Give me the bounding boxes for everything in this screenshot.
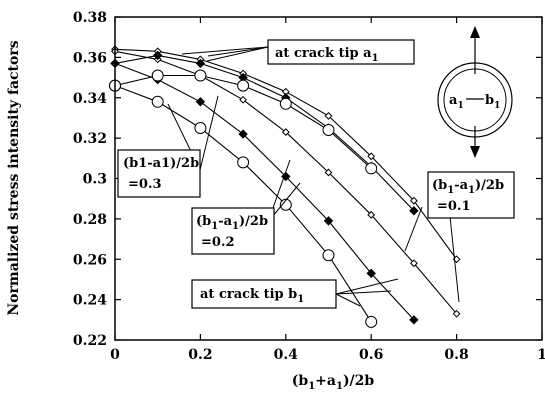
series-line-0-2-tip-a [114,54,415,212]
svg-text:(b1-a1)/2b: (b1-a1)/2b [432,178,504,196]
svg-text:at crack tip b1: at crack tip b1 [200,287,304,305]
svg-text:(b1-a1)/2b: (b1-a1)/2b [123,156,199,171]
y-axis-label: Normalized stress intensity factors [6,40,22,315]
data-point [322,249,335,262]
annotation-tip-a: at crack tip a1 [267,39,415,65]
data-point [279,97,292,110]
annotation-tip-b: at crack tip b1 [191,279,337,309]
y-tick-label: 0.24 [73,293,107,309]
data-point [409,259,418,268]
data-point [409,206,419,216]
y-tick-label: 0.22 [73,333,107,349]
ticks-layer: 0 0.2 0.4 0.6 0.8 1 0.22 0.24 0.26 0.28 0.3 0.32 0.3… [73,10,545,363]
y-tick-label: 0.36 [73,50,107,66]
data-point [366,268,376,279]
y-tick-label: 0.32 [73,131,107,147]
data-point [239,95,248,104]
ring-inner [443,68,507,132]
inset-label-a: a1 [449,93,464,111]
x-tick-label: 0.2 [188,347,212,363]
data-point [195,58,206,69]
y-tick-label: 0.28 [73,212,107,228]
annotation-leaders [167,46,460,307]
data-point [409,315,419,325]
data-point [279,198,292,211]
data-point [324,112,333,120]
data-point [452,309,461,318]
data-point [322,124,335,137]
series-line-0-2-tip-b [114,62,415,321]
data-point [238,129,248,139]
data-point [152,50,163,61]
annotation-ratio-0-3: (b1-a1)/2b =0.3 [117,149,201,198]
data-point [237,79,250,92]
y-tick-label: 0.26 [73,252,107,268]
x-axis-label: (b1+a1)/2b [292,373,375,392]
x-tick-label: 0.8 [444,347,468,363]
arrow-head-down [470,146,480,158]
y-tick-label: 0.38 [73,10,107,26]
data-point [195,97,206,107]
data-point [367,152,376,161]
x-tick-label: 0.4 [274,347,299,363]
x-tick-label: 1 [537,347,545,363]
data-point [323,216,334,226]
svg-text:=0.3: =0.3 [128,177,162,192]
data-point [237,156,250,169]
ring-outer [437,62,513,138]
annotation-ratio-0-2: (b1-a1)/2b =0.2 [191,207,275,255]
data-point [365,315,378,328]
data-point [281,128,290,136]
svg-text:=0.2: =0.2 [201,235,235,250]
data-point [151,95,164,108]
annotation-ratio-0-1: (b1-a1)/2b =0.1 [427,171,515,219]
svg-text:at crack tip a1: at crack tip a1 [275,46,379,64]
data-point [151,69,164,82]
x-tick-label: 0 [110,347,120,363]
arrow-head-up [470,26,480,38]
data-point [365,162,378,175]
data-point [367,210,376,219]
y-tick-label: 0.3 [83,172,107,188]
inset-label-b: b1 [485,93,500,111]
data-point [324,168,333,177]
svg-text:=0.1: =0.1 [437,199,471,214]
y-tick-label: 0.34 [73,91,107,107]
x-tick-label: 0.6 [359,347,383,363]
svg-text:(b1-a1)/2b: (b1-a1)/2b [196,214,268,232]
data-point [409,196,418,205]
crack-schematic-inset: a1 b1 [423,26,527,158]
data-point [194,69,207,82]
data-point [194,122,207,135]
